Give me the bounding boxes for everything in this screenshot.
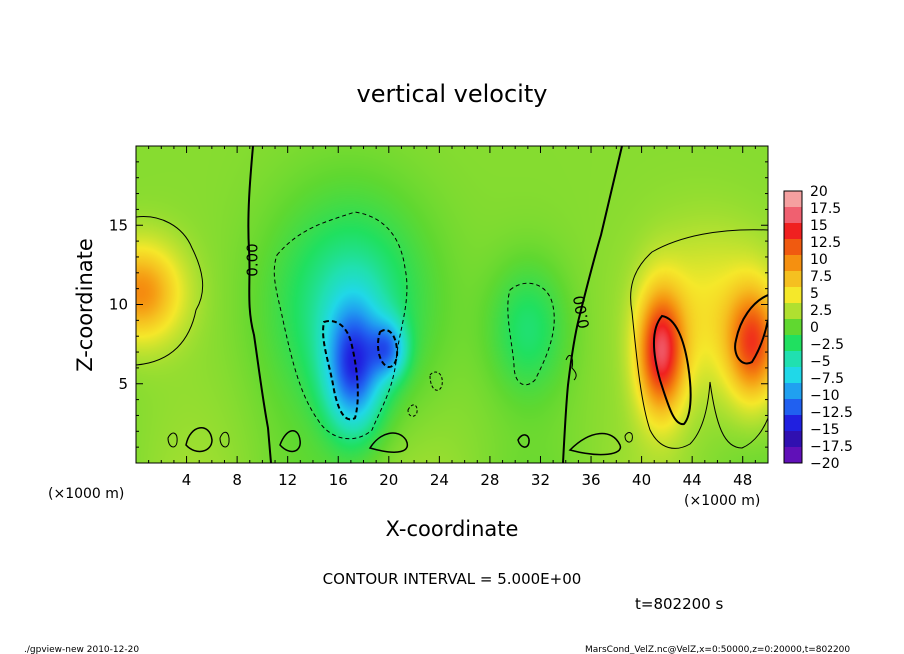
colorbar-label-0: 20	[810, 184, 828, 200]
colorbar-label-7: 2.5	[810, 303, 832, 319]
colorbar-swatch-7	[784, 303, 802, 320]
colorbar-label-15: −17.5	[810, 439, 853, 455]
x-tick-label-8: 36	[581, 471, 600, 489]
contour-neg10-b	[377, 329, 399, 368]
contour-small-7	[568, 432, 622, 456]
contour-pos5-right	[630, 229, 768, 449]
colorbar-swatch-6	[784, 287, 802, 304]
contour-neg5-cyan	[507, 282, 555, 386]
contour-label-right: 0.00	[570, 294, 594, 330]
contour-interval: CONTOUR INTERVAL = 5.000E+00	[323, 570, 582, 588]
y-tick-label-2: 15	[109, 216, 128, 234]
colorbar-label-10: −5	[810, 354, 831, 370]
colorbar-swatch-14	[784, 415, 802, 432]
y-axis-label: Z-coordinate	[73, 238, 97, 372]
colorbar-swatch-5	[784, 271, 802, 288]
x-tick-label-1: 8	[232, 471, 242, 489]
y-tick-label-1: 10	[109, 296, 128, 314]
colorbar-swatch-8	[784, 319, 802, 336]
contour-small-1	[279, 430, 301, 453]
colorbar-label-2: 15	[810, 218, 828, 234]
colorbar-label-3: 12.5	[810, 235, 841, 251]
colorbar-label-9: −2.5	[810, 337, 844, 353]
contour-small-10	[624, 432, 633, 443]
colorbar-frame	[783, 190, 803, 464]
plot-area: 0.00 0.00	[135, 145, 769, 464]
colorbar-swatch-16	[784, 447, 802, 464]
footer-left: ./gpview-new 2010-12-20	[24, 645, 139, 654]
colorbar-swatch-0	[784, 191, 802, 208]
contour-small-9	[429, 371, 443, 391]
y-axis-ticks: 5 10 15	[109, 161, 768, 448]
x-tick-label-6: 28	[480, 471, 499, 489]
contour-small-8	[407, 404, 418, 417]
x-tick-label-11: 48	[733, 471, 752, 489]
colorbar-swatch-9	[784, 335, 802, 352]
x-tick-label-9: 40	[632, 471, 651, 489]
heatmap-image	[136, 146, 768, 463]
x-tick-label-2: 12	[278, 471, 297, 489]
y-tick-label-0: 5	[118, 375, 128, 393]
colorbar-label-14: −15	[810, 422, 840, 438]
colorbar-label-13: −12.5	[810, 405, 853, 421]
colorbar-swatch-13	[784, 399, 802, 416]
contour-neg10-a	[322, 320, 359, 421]
colorbar-swatch-11	[784, 367, 802, 384]
colorbar-label-5: 7.5	[810, 269, 832, 285]
contour-pos10-a	[652, 314, 692, 426]
contour-pos5-left	[136, 216, 204, 366]
colorbar-swatch-12	[784, 383, 802, 400]
colorbar-swatch-15	[784, 431, 802, 448]
colorbar-label-11: −7.5	[810, 371, 844, 387]
colorbar-swatch-1	[784, 207, 802, 224]
colorbar-label-4: 10	[810, 252, 828, 268]
x-tick-label-7: 32	[531, 471, 550, 489]
x-tick-label-3: 16	[329, 471, 348, 489]
contour-pos10-b	[734, 294, 768, 365]
x-axis-label: X-coordinate	[386, 517, 519, 541]
x-tick-label-10: 44	[683, 471, 702, 489]
contour-zero-left	[247, 146, 272, 463]
contour-small-4	[219, 431, 230, 448]
x-tick-label-0: 4	[182, 471, 192, 489]
colorbar-label-1: 17.5	[810, 201, 841, 217]
contour-label-left: 0.00	[244, 243, 262, 276]
colorbar-swatch-2	[784, 223, 802, 240]
contour-wiggle	[565, 355, 577, 381]
contour-neg5-blue	[273, 211, 408, 440]
chart-title: vertical velocity	[357, 80, 548, 108]
x-unit-left: (×1000 m)	[48, 486, 124, 502]
colorbar-swatch-10	[784, 351, 802, 368]
x-tick-label-4: 20	[379, 471, 398, 489]
contour-small-6	[517, 434, 530, 448]
contour-lines	[136, 146, 768, 463]
colorbar-swatch-4	[784, 255, 802, 272]
colorbar: 2017.51512.5107.552.50−2.5−5−7.5−10−12.5…	[783, 184, 853, 472]
contour-small-5	[368, 432, 409, 453]
x-unit-right: (×1000 m)	[684, 493, 760, 509]
time-label: t=802200 s	[635, 595, 723, 613]
contour-small-2	[185, 427, 213, 453]
x-axis-ticks: 4 8 12 16 20 24 28 32 36 40 44 48	[148, 146, 756, 489]
colorbar-label-12: −10	[810, 388, 840, 404]
colorbar-label-16: −20	[810, 456, 840, 472]
x-tick-label-5: 24	[430, 471, 449, 489]
colorbar-label-8: 0	[810, 320, 819, 336]
contour-small-3	[167, 432, 178, 448]
colorbar-label-6: 5	[810, 286, 819, 302]
contour-zero-right	[562, 146, 623, 463]
colorbar-swatch-3	[784, 239, 802, 256]
footer-right: MarsCond_VelZ.nc@VelZ,x=0:50000,z=0:2000…	[585, 645, 850, 654]
